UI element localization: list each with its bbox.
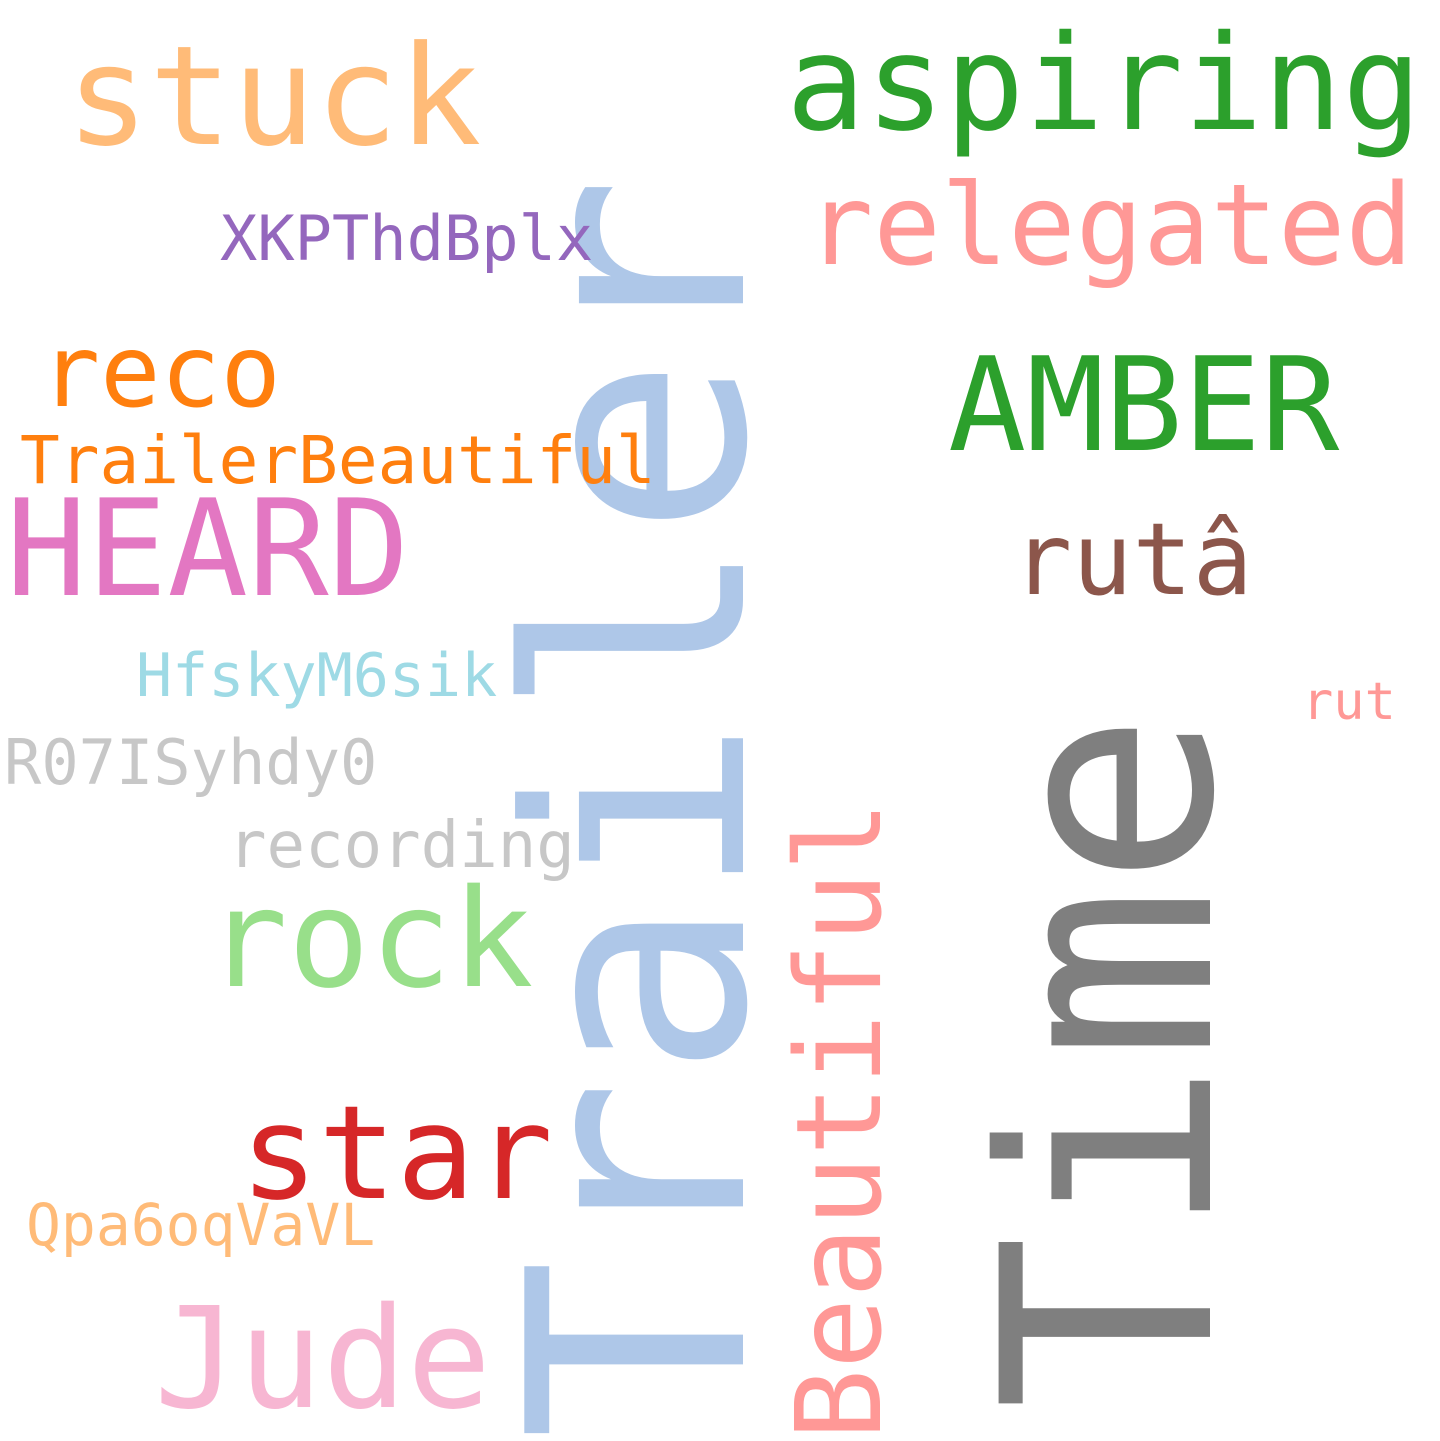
- word-star: star: [240, 1077, 554, 1229]
- word-relegated: relegated: [806, 161, 1413, 291]
- word-aspiring: aspiring: [786, 7, 1422, 161]
- word-time: Time: [942, 711, 1279, 1410]
- word-beautiful: Beautiful: [770, 800, 908, 1440]
- word-ruta: rutâ: [1012, 501, 1253, 618]
- word-trailerbeautiful: TrailerBeautiful: [20, 422, 656, 499]
- word-xkpthdbplx: XKPThdBplx: [220, 202, 594, 275]
- word-r07isyhdy0: R07ISyhdy0: [4, 726, 378, 799]
- word-trailer: Trailer: [465, 175, 814, 1440]
- word-amber: AMBER: [948, 329, 1340, 481]
- word-hfskym6sik: HfskyM6sik: [136, 641, 498, 711]
- word-rut: rut: [1302, 672, 1396, 732]
- word-heard: HEARD: [6, 471, 410, 627]
- word-reco: reco: [40, 313, 281, 430]
- word-qpa6oqvavl: Qpa6oqVaVL: [26, 1191, 376, 1259]
- word-recording: recording: [228, 809, 575, 883]
- word-rock: rock: [206, 861, 534, 1019]
- word-jude: Jude: [154, 1278, 492, 1441]
- word-stuck: stuck: [66, 16, 482, 177]
